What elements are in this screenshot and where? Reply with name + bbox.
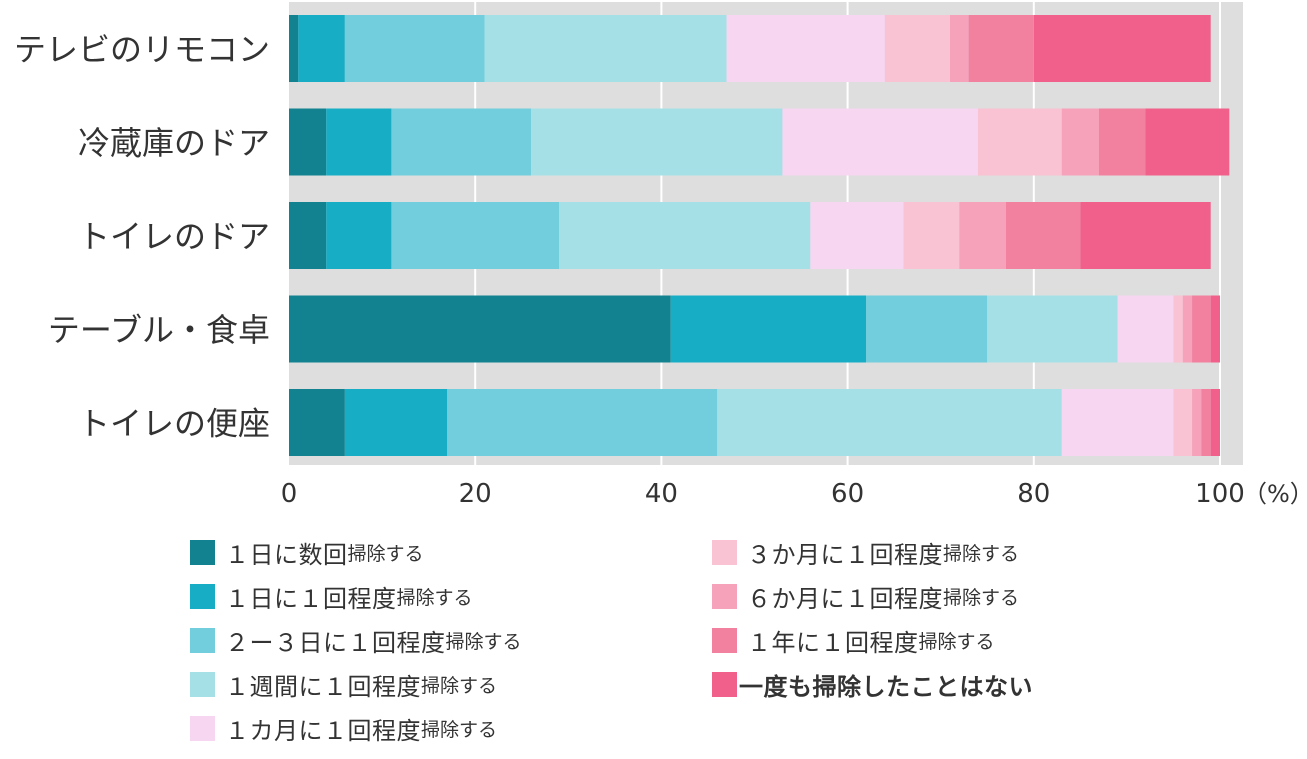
x-tick-label-100: 100 [1195, 479, 1245, 509]
bar-segment-1-3 [344, 15, 485, 82]
legend-item-7: ６か月に１回程度 掃除する [712, 579, 1019, 614]
x-tick-label-60: 60 [831, 479, 864, 509]
bar-segment-2-2 [326, 108, 392, 176]
legend-swatch-3 [190, 628, 215, 653]
bar-segment-3-9 [1080, 202, 1211, 269]
bar-segment-1-9 [1033, 15, 1211, 82]
bar-segment-3-1 [289, 202, 327, 269]
bar-segment-4-4 [987, 295, 1118, 363]
legend-item-8: １年に１回程度 掃除する [712, 623, 995, 658]
category-label-3: トイレのドア [78, 218, 270, 256]
bar-segment-3-5 [810, 202, 904, 269]
bar-segment-4-2 [670, 295, 867, 363]
bar-segment-5-1 [289, 389, 345, 456]
legend-swatch-4 [190, 672, 215, 697]
bar-segment-4-9 [1210, 295, 1220, 363]
bar-segment-2-4 [531, 108, 783, 176]
bar-segment-1-2 [298, 15, 345, 82]
legend-sublabel-7: 掃除する [943, 587, 1020, 609]
legend-item-6: ３か月に１回程度 掃除する [712, 535, 1019, 570]
legend-label-7: ６か月に１回程度 [747, 585, 943, 613]
legend-label-6: ３か月に１回程度 [747, 541, 943, 569]
bar-segment-5-7 [1192, 389, 1202, 456]
legend-item-5: １カ月に１回程度 掃除する [190, 711, 497, 746]
bar-segment-2-8 [1098, 108, 1146, 176]
bar-segment-5-8 [1201, 389, 1211, 456]
legend-sublabel-6: 掃除する [943, 543, 1020, 565]
x-tick-label-20: 20 [459, 479, 492, 509]
bar-segment-1-6 [884, 15, 951, 82]
bar-segment-2-1 [289, 108, 327, 176]
legend-item-3: ２ー３日に１回程度 掃除する [190, 623, 522, 658]
x-tick-label-40: 40 [645, 479, 678, 509]
legend-sublabel-3: 掃除する [445, 631, 522, 653]
legend-swatch-2 [190, 584, 215, 609]
bar-segment-2-3 [391, 108, 532, 176]
legend-label-9: 一度も掃除したことはない [739, 673, 1033, 701]
legend-item-2: １日に１回程度 掃除する [190, 579, 473, 614]
bar-segment-5-4 [717, 389, 1062, 456]
bar-segment-5-6 [1173, 389, 1193, 456]
bar-segment-4-5 [1117, 295, 1174, 363]
bar-segment-4-7 [1182, 295, 1193, 363]
bar-segment-3-8 [1005, 202, 1081, 269]
bar-segment-5-9 [1210, 389, 1220, 456]
bar-segment-3-3 [391, 202, 559, 269]
bar-segment-2-5 [782, 108, 978, 176]
legend-swatch-8 [712, 628, 737, 653]
legend-sublabel-8: 掃除する [918, 631, 995, 653]
legend-label-4: １週間に１回程度 [225, 673, 421, 701]
bar-segment-3-4 [558, 202, 811, 269]
bar-segment-2-6 [977, 108, 1062, 176]
category-label-1: テレビのリモコン [14, 31, 270, 69]
x-tick-label-80: 80 [1017, 479, 1050, 509]
legend-swatch-5 [190, 716, 215, 741]
category-label-4: テーブル・食卓 [48, 311, 270, 349]
category-label-2: 冷蔵庫のドア [78, 124, 270, 162]
legend-label-5: １カ月に１回程度 [225, 717, 421, 745]
legend-label-1: １日に数回 [225, 541, 348, 569]
bar-segment-1-4 [484, 15, 727, 82]
bar-segment-5-5 [1061, 389, 1174, 456]
bar-segment-4-6 [1173, 295, 1183, 363]
bar-segment-4-1 [289, 295, 671, 363]
legend-label-8: １年に１回程度 [747, 629, 919, 657]
legend-item-9: 一度も掃除したことはない [712, 667, 1033, 702]
bar-segment-1-8 [968, 15, 1034, 82]
bar-segment-2-7 [1061, 108, 1099, 176]
category-label-5: トイレの便座 [78, 405, 270, 443]
legend-item-1: １日に数回 掃除する [190, 535, 424, 570]
legend-swatch-1 [190, 540, 215, 565]
legend-sublabel-1: 掃除する [347, 543, 424, 565]
legend-swatch-7 [712, 584, 737, 609]
bar-segment-5-3 [447, 389, 718, 456]
legend-item-4: １週間に１回程度 掃除する [190, 667, 497, 702]
legend-sublabel-2: 掃除する [396, 587, 473, 609]
bar-segment-3-7 [959, 202, 1006, 269]
legend-label-2: １日に１回程度 [225, 585, 397, 613]
legend-sublabel-5: 掃除する [421, 719, 498, 741]
bar-segment-2-9 [1145, 108, 1230, 176]
x-unit-label: （%） [1243, 480, 1307, 508]
bar-segment-4-3 [866, 295, 988, 363]
bar-segment-1-1 [289, 15, 299, 82]
bar-segment-1-5 [726, 15, 885, 82]
legend-sublabel-4: 掃除する [421, 675, 498, 697]
legend-swatch-9 [712, 672, 737, 697]
legend-label-3: ２ー３日に１回程度 [225, 629, 446, 657]
bar-segment-3-2 [326, 202, 392, 269]
bar-segment-1-7 [950, 15, 969, 82]
bar-segment-5-2 [344, 389, 448, 456]
x-tick-label-0: 0 [281, 479, 298, 509]
bar-segment-4-8 [1192, 295, 1211, 363]
legend-swatch-6 [712, 540, 737, 565]
bar-segment-3-6 [903, 202, 960, 269]
